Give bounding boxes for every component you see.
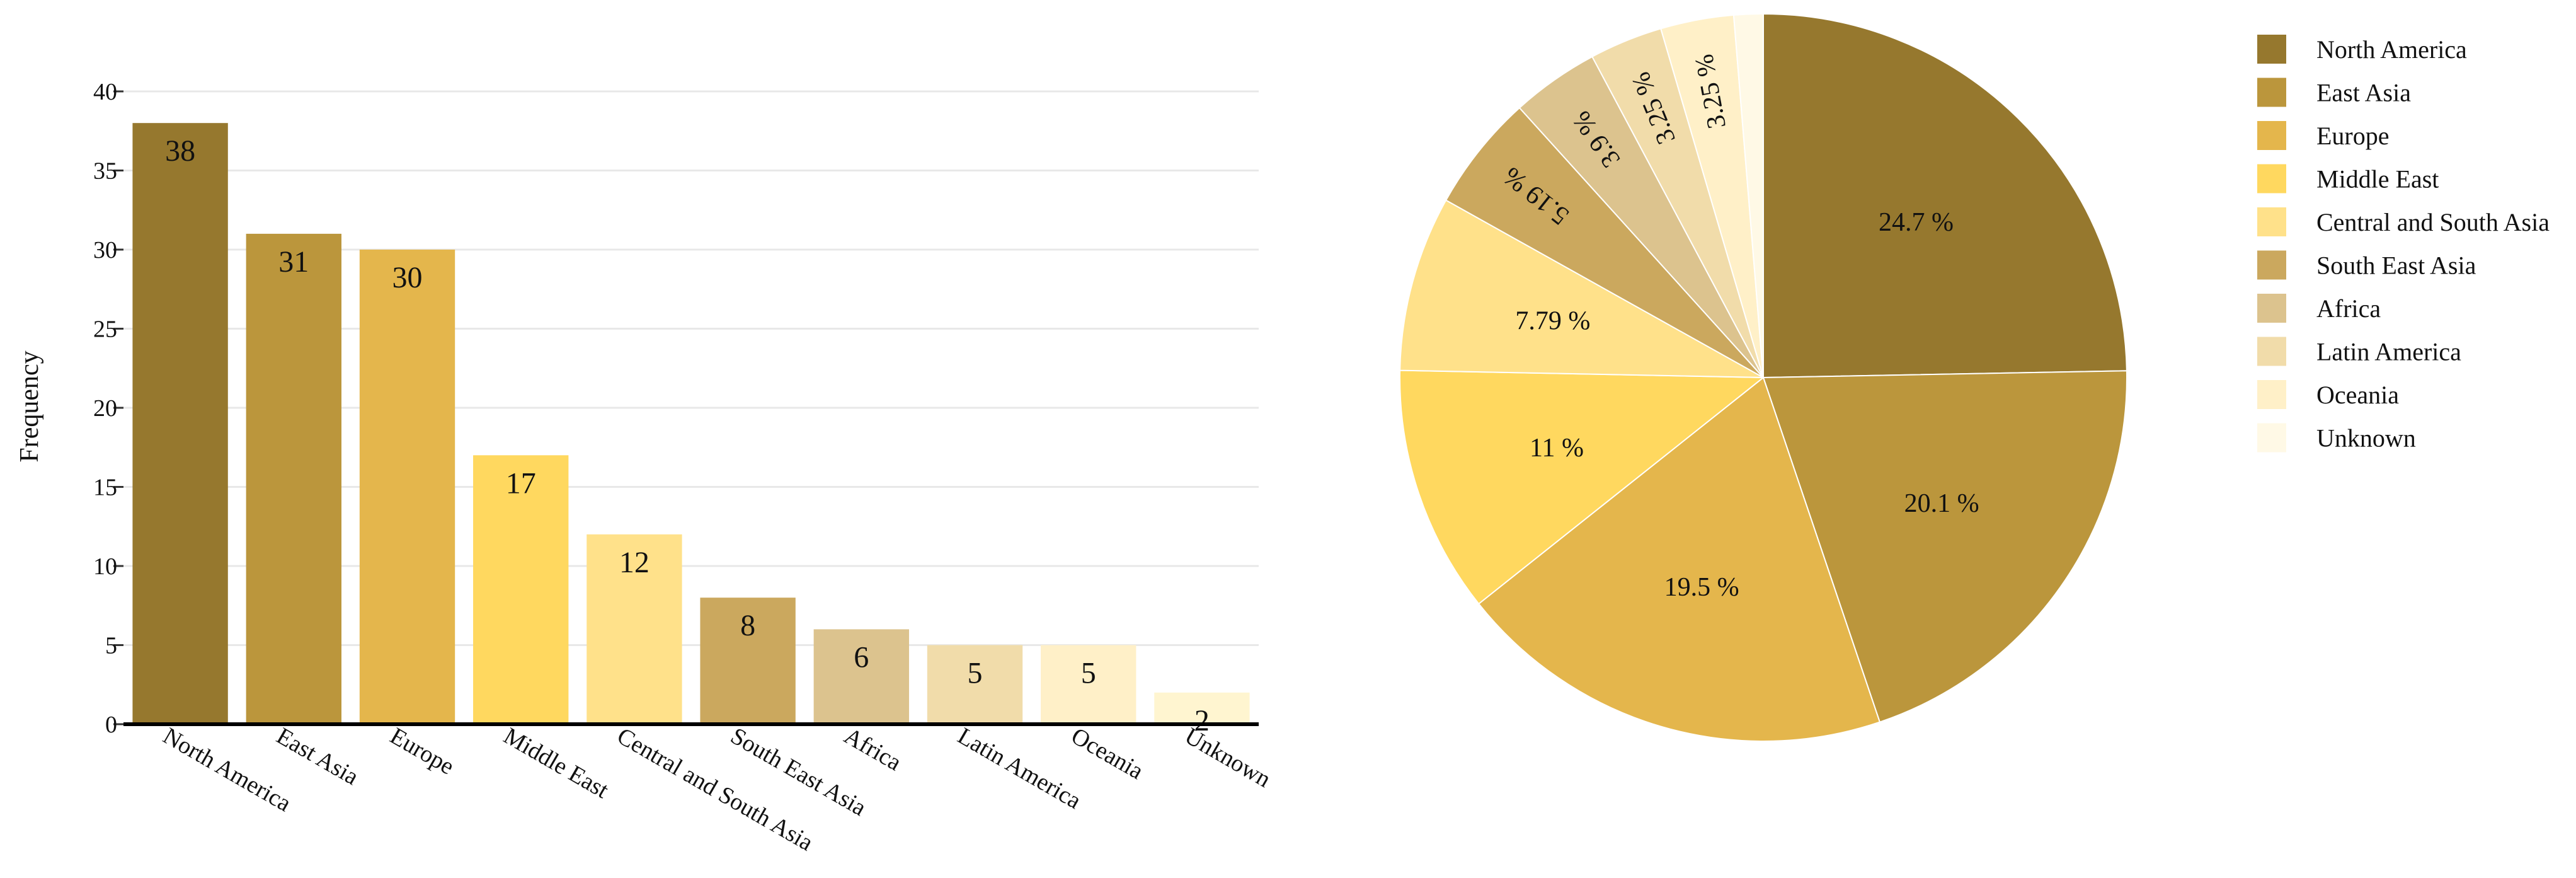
bar [1041,645,1136,724]
pie-value-label: 7.79 % [1515,306,1590,335]
legend-label: Oceania [2316,381,2399,409]
legend-label: South East Asia [2316,251,2476,280]
x-tick-label: Latin America [953,722,1085,814]
bar-value-labels: 38 31 30 17 12 8 6 5 5 2 [165,134,1210,737]
pie-value-label: 24.7 % [1879,208,1954,237]
x-tick-label: North America [159,722,296,817]
y-tick-label: 40 [93,79,117,105]
bar [132,123,228,724]
legend-swatch [2257,164,2286,194]
bar-value-label: 5 [968,657,983,690]
bars [132,123,1250,724]
pie-value-label: 11 % [1530,434,1584,463]
pie-slice [1399,199,1764,378]
x-tick-label: Unknown [1180,722,1275,792]
legend-swatch [2257,337,2286,366]
bar-y-tick-labels: 0 5 10 15 20 25 30 35 40 [93,79,123,738]
legend-swatch [2257,250,2286,280]
bar-value-label: 8 [740,609,755,642]
bar [1154,692,1250,724]
legend-swatch [2257,78,2286,107]
bar [813,629,909,724]
bar-value-label: 2 [1194,704,1210,737]
legend-label: Middle East [2316,165,2439,194]
y-axis-label: Frequency [15,350,44,462]
legend-label: Central and South Asia [2316,208,2550,236]
legend-label: Unknown [2316,424,2416,453]
pie-slice [1445,107,1764,378]
x-tick-label: Oceania [1067,722,1148,785]
legend-swatch [2257,35,2286,64]
bar-value-label: 6 [854,640,869,674]
legend-label: Africa [2316,294,2381,323]
y-tick-label: 30 [93,237,117,263]
y-tick-label: 20 [93,395,117,422]
y-tick-label: 0 [105,712,117,738]
legend-swatch [2257,423,2286,453]
x-tick-label: Africa [840,722,906,776]
bar [587,534,682,724]
x-tick-label: Middle East [499,722,613,804]
legend-label: Latin America [2316,338,2461,366]
y-tick-label: 5 [105,633,117,659]
pie-slice [1763,13,2127,379]
legend-swatch [2257,380,2286,409]
pie-value-label: 20.1 % [1904,489,1979,518]
legend-swatch [2257,207,2286,236]
bar-value-label: 5 [1081,657,1096,690]
y-tick-label: 35 [93,158,117,185]
y-tick-label: 15 [93,475,117,501]
legend-swatch [2257,294,2286,323]
pie-value-label: 19.5 % [1664,573,1739,602]
bar-value-label: 31 [278,245,309,279]
bar [359,250,455,724]
bar-value-label: 30 [392,261,423,294]
pie-slice [1477,376,1881,742]
pie-slice [1762,370,2127,723]
legend-swatch [2257,121,2286,150]
pie-slice [1399,369,1765,605]
x-tick-label: Europe [386,722,459,780]
pie-slices [1399,13,2127,742]
legend-label: North America [2316,35,2467,64]
x-tick-label: East Asia [272,722,364,790]
x-tick-label: Central and South Asia [612,722,817,856]
pie-slice [1732,13,1764,378]
y-tick-label: 10 [93,553,117,580]
bar [473,455,569,724]
bar-value-label: 12 [619,546,650,579]
y-tick-label: 25 [93,316,117,343]
pie-legend: North America East Asia Europe Middle East C… [2257,35,2550,453]
bar-value-label: 17 [506,466,536,500]
bar [246,233,341,724]
legend-label: East Asia [2316,79,2411,107]
pie-chart: 24.7 %20.1 %19.5 %11 %7.79 %5.19 %3.9 % 3… [1399,13,2550,742]
legend-label: Europe [2316,122,2390,150]
bar-value-label: 38 [165,134,195,168]
bar [927,645,1023,724]
bar [700,598,796,724]
